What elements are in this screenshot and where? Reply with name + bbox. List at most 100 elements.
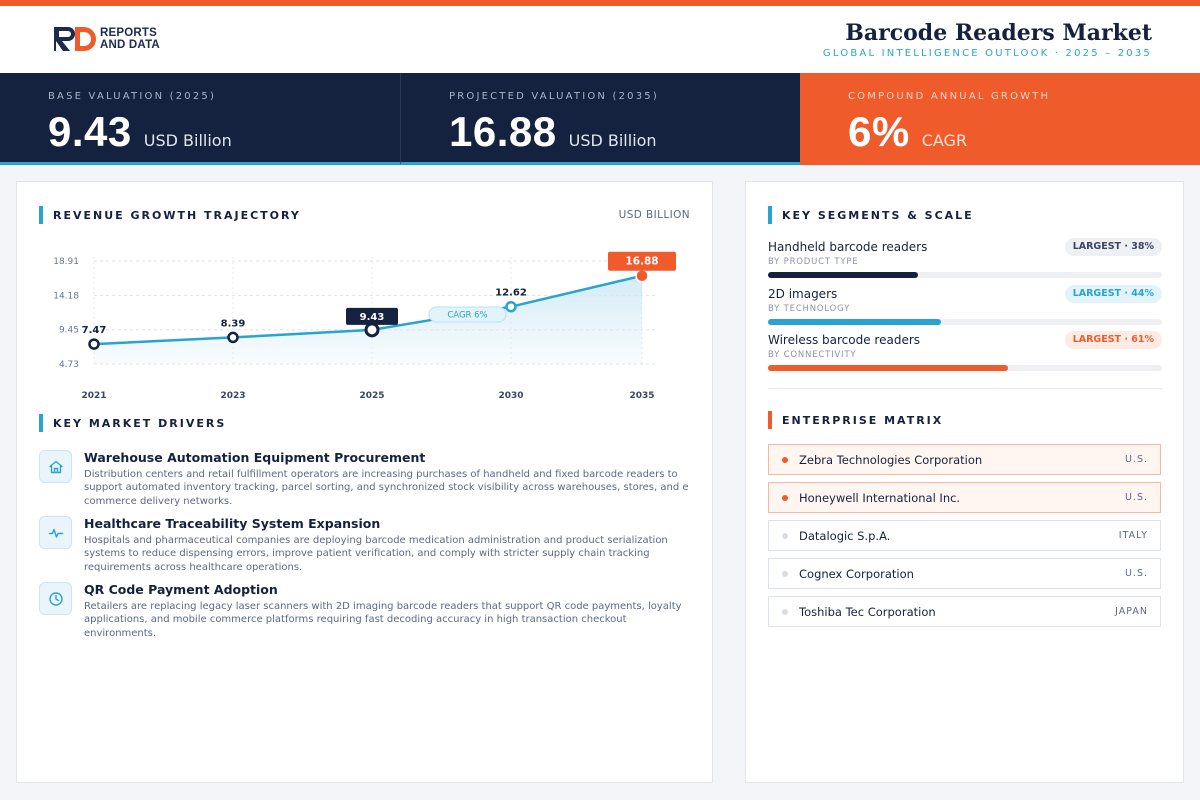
data-point <box>505 300 517 313</box>
revenue-chart: 18.91 14.18 9.45 4.73 CAGR 6% 7.47 2021 8.39 202… <box>53 251 676 401</box>
logo-line-1: REPORTS <box>100 27 157 39</box>
y-tick-label: 4.73 <box>59 360 79 370</box>
status-dot-icon <box>782 533 788 539</box>
page-title: Barcode Readers Market <box>845 20 1152 46</box>
cagr-annotation: CAGR 6% <box>447 311 487 321</box>
clock-icon <box>39 582 72 615</box>
driver-description: Distribution centers and retail fulfillm… <box>84 469 689 507</box>
segment-share-fill <box>768 365 1009 371</box>
segments-section-title-text: KEY SEGMENTS & SCALE <box>782 208 974 222</box>
data-label: 12.62 <box>495 288 527 299</box>
segment-item: 2D imagers BY TECHNOLOGY LARGEST · 44% <box>768 285 1162 327</box>
kpi-label: BASE VALUATION (2025) <box>48 91 217 102</box>
y-tick-label: 14.18 <box>53 291 79 301</box>
enterprise-section-title-text: ENTERPRISE MATRIX <box>782 413 944 427</box>
data-point <box>88 338 100 350</box>
status-dot-icon <box>782 571 788 577</box>
enterprise-country: U.S. <box>1124 454 1148 465</box>
driver-description: Hospitals and pharmaceutical companies a… <box>84 535 668 573</box>
driver-title: Warehouse Automation Equipment Procureme… <box>84 450 426 465</box>
top-accent-strip <box>0 0 1200 6</box>
section-accent-bar <box>39 414 43 432</box>
chart-unit-label: USD BILLION <box>618 209 690 221</box>
segment-name: 2D imagers <box>768 287 838 301</box>
segment-share-track <box>768 272 1162 278</box>
enterprise-country: ITALY <box>1118 530 1148 541</box>
segment-category: BY TECHNOLOGY <box>768 304 851 314</box>
data-point-base <box>364 322 380 338</box>
data-label: 7.47 <box>82 325 107 336</box>
enterprise-row[interactable]: Cognex Corporation U.S. <box>768 558 1161 589</box>
chart-section-title-text: REVENUE GROWTH TRAJECTORY <box>53 208 301 222</box>
kpi-value: 6% <box>848 108 910 155</box>
segment-item: Wireless barcode readers BY CONNECTIVITY… <box>768 331 1162 373</box>
chart-section-title: REVENUE GROWTH TRAJECTORY <box>39 206 301 224</box>
left-panel: REVENUE GROWTH TRAJECTORY USD BILLION 18… <box>16 181 713 783</box>
enterprise-row[interactable]: Honeywell International Inc. U.S. <box>768 482 1161 513</box>
kpi-base-valuation: BASE VALUATION (2025) 9.43 USD Billion <box>0 73 400 165</box>
kpi-projected-valuation: PROJECTED VALUATION (2035) 16.88 USD Bil… <box>400 73 800 165</box>
x-tick-label: 2035 <box>629 391 654 401</box>
kpi-label: COMPOUND ANNUAL GROWTH <box>848 91 1051 102</box>
data-label-badge <box>608 251 676 271</box>
driver-description: Retailers are replacing legacy laser sca… <box>84 601 682 639</box>
section-divider <box>768 388 1162 389</box>
kpi-value: 16.88 <box>449 108 557 155</box>
brand-logo[interactable]: REPORTS AND DATA <box>54 27 160 51</box>
enterprise-name: Toshiba Tec Corporation <box>799 605 936 619</box>
cagr-pill <box>428 306 507 323</box>
segment-share-fill <box>768 272 918 278</box>
enterprise-country: U.S. <box>1124 492 1148 503</box>
x-tick-label: 2023 <box>220 391 245 401</box>
data-label: 9.43 <box>360 312 385 323</box>
data-label: 8.39 <box>221 318 246 329</box>
segment-share-badge: LARGEST · 38% <box>1064 238 1162 256</box>
enterprise-country: U.S. <box>1124 568 1148 579</box>
x-tick-label: 2030 <box>498 391 523 401</box>
pulse-icon <box>39 516 72 549</box>
enterprise-name: Zebra Technologies Corporation <box>799 453 983 467</box>
segment-share-track <box>768 319 1162 325</box>
drivers-section-title: KEY MARKET DRIVERS <box>39 414 226 432</box>
drivers-section-title-text: KEY MARKET DRIVERS <box>53 416 227 430</box>
kpi-cagr: COMPOUND ANNUAL GROWTH 6% CAGR <box>800 73 1200 165</box>
section-accent-bar <box>39 206 43 224</box>
status-dot-icon <box>782 495 788 501</box>
enterprise-name: Cognex Corporation <box>799 567 914 581</box>
right-panel: KEY SEGMENTS & SCALE Handheld barcode re… <box>745 181 1184 783</box>
enterprise-row[interactable]: Datalogic S.p.A. ITALY <box>768 520 1161 551</box>
kpi-unit: USD Billion <box>143 131 232 150</box>
segment-share-fill <box>768 319 942 325</box>
driver-title: Healthcare Traceability System Expansion <box>84 516 381 531</box>
page-header: REPORTS AND DATA Barcode Readers Market … <box>0 6 1200 73</box>
data-point-projected <box>635 268 649 283</box>
x-tick-label: 2025 <box>359 391 384 401</box>
enterprise-section-title: ENTERPRISE MATRIX <box>768 411 943 429</box>
status-dot-icon <box>782 609 788 615</box>
segment-share-badge: LARGEST · 61% <box>1064 331 1162 349</box>
home-icon <box>39 450 72 483</box>
enterprise-row[interactable]: Zebra Technologies Corporation U.S. <box>768 444 1161 475</box>
enterprise-country: JAPAN <box>1115 606 1148 617</box>
segments-section-title: KEY SEGMENTS & SCALE <box>768 206 974 224</box>
data-label-badge <box>346 307 398 325</box>
enterprise-name: Honeywell International Inc. <box>799 491 961 505</box>
segment-item: Handheld barcode readers BY PRODUCT TYPE… <box>768 238 1162 280</box>
enterprise-name: Datalogic S.p.A. <box>799 529 891 543</box>
segment-category: BY CONNECTIVITY <box>768 350 857 360</box>
kpi-unit: USD Billion <box>568 131 657 150</box>
segment-category: BY PRODUCT TYPE <box>768 257 859 267</box>
logo-line-2: AND DATA <box>100 39 160 51</box>
segment-name: Handheld barcode readers <box>768 240 928 254</box>
y-tick-label: 18.91 <box>53 257 79 267</box>
page-subtitle: GLOBAL INTELLIGENCE OUTLOOK · 2025 – 203… <box>822 48 1152 59</box>
driver-title: QR Code Payment Adoption <box>84 582 278 597</box>
segment-name: Wireless barcode readers <box>768 333 921 347</box>
section-accent-bar <box>768 411 772 429</box>
segment-share-badge: LARGEST · 44% <box>1064 285 1162 303</box>
kpi-band: BASE VALUATION (2025) 9.43 USD Billion P… <box>0 73 1200 165</box>
kpi-label: PROJECTED VALUATION (2035) <box>449 91 659 102</box>
segment-share-track <box>768 365 1162 371</box>
y-tick-label: 9.45 <box>59 326 79 336</box>
enterprise-row[interactable]: Toshiba Tec Corporation JAPAN <box>768 596 1161 627</box>
